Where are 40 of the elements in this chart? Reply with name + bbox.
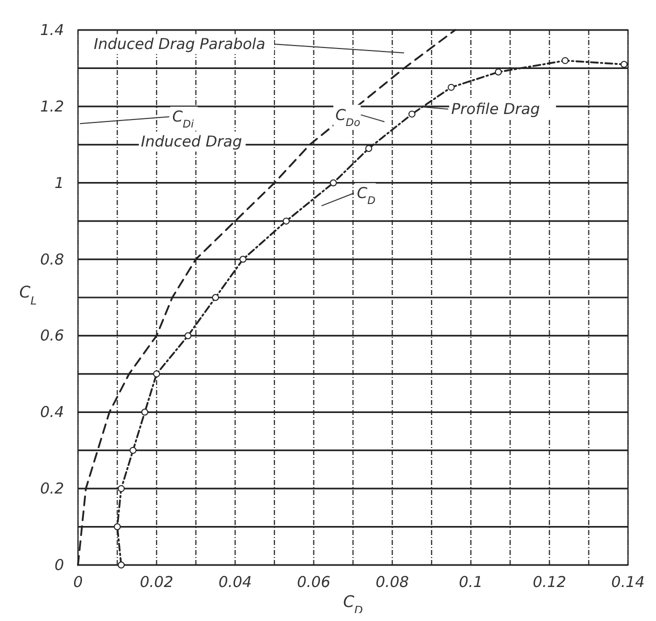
annotation: Induced Drag <box>140 132 242 151</box>
x-tick-label: 0.12 <box>532 573 566 591</box>
annotation: C$_{Di}$ <box>172 108 194 131</box>
annotation: C$_{D}$ <box>356 184 376 208</box>
point <box>282 218 290 225</box>
point <box>408 110 416 118</box>
y-tick-label: 0.4 <box>40 403 64 422</box>
y-tick-label: 1 <box>54 174 64 192</box>
point <box>330 179 337 186</box>
y-tick-label: 0.2 <box>40 480 64 498</box>
x-tick-label: 0 <box>73 573 83 591</box>
point <box>212 294 219 301</box>
point <box>620 60 628 68</box>
y-axis-title: C$_{L}$ <box>19 282 37 307</box>
point <box>562 57 569 64</box>
point <box>184 332 192 340</box>
annotation: Profile Drag <box>451 100 540 118</box>
annotation: C$_{Do}$ <box>335 106 360 129</box>
x-tick-label: 0.06 <box>297 573 330 591</box>
point <box>365 144 372 152</box>
point <box>141 408 148 416</box>
point <box>118 562 125 568</box>
y-tick-label: 1.4 <box>40 21 64 39</box>
y-tick-label: 0.8 <box>40 250 64 268</box>
point <box>130 446 136 454</box>
point <box>153 370 160 378</box>
y-tick-label: 1.2 <box>40 97 64 116</box>
point <box>448 84 455 91</box>
point <box>118 485 125 492</box>
x-tick-label: 0.14 <box>611 573 645 591</box>
point <box>114 523 121 530</box>
point <box>240 256 246 263</box>
x-tick-label: 0.04 <box>218 573 252 591</box>
x-tick-label: 0.08 <box>376 573 409 591</box>
x-tick-label: 0.02 <box>140 573 174 591</box>
x-tick-label: 0.1 <box>458 573 483 591</box>
y-tick-label: 0 <box>54 556 64 574</box>
annotation: Induced Drag Parabola <box>94 35 266 54</box>
y-tick-label: 0.6 <box>40 326 64 345</box>
point <box>494 68 502 76</box>
